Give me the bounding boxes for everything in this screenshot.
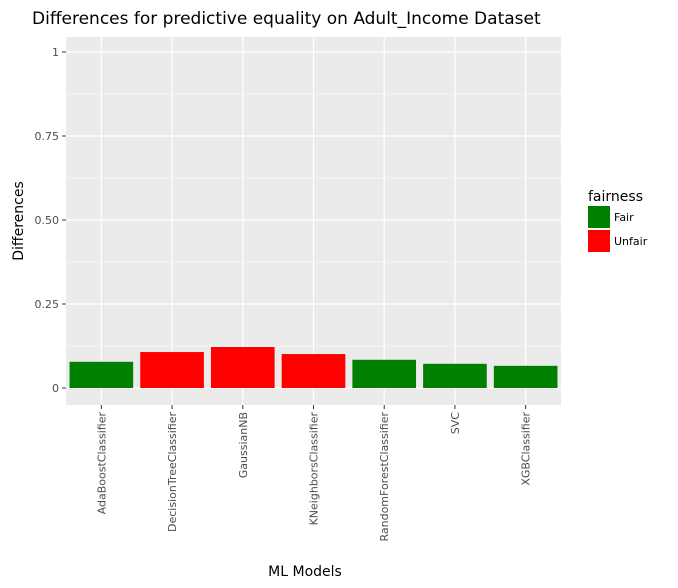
- bar-gaussiannb: [210, 347, 275, 388]
- bars: [69, 347, 558, 388]
- y-tick-label: 0.50: [35, 214, 60, 227]
- x-tick-label: AdaBoostClassifier: [95, 412, 108, 515]
- y-tick-label: 0.25: [35, 298, 60, 311]
- chart-title: Differences for predictive equality on A…: [32, 9, 541, 29]
- x-axis: AdaBoostClassifier DecisionTreeClassifier…: [95, 405, 533, 542]
- x-axis-title: ML Models: [268, 564, 342, 580]
- y-axis: 0 0.25 0.50 0.75 1: [35, 46, 66, 395]
- legend-swatch-fair: [588, 206, 610, 228]
- legend-label-unfair: Unfair: [614, 235, 648, 248]
- legend-label-fair: Fair: [614, 211, 634, 224]
- legend: fairness Fair Unfair: [588, 189, 648, 252]
- x-tick-label: KNeighborsClassifier: [308, 412, 321, 526]
- bar-svc: [423, 363, 487, 388]
- bar-adaboostclassifier: [69, 361, 134, 388]
- x-tick-label: RandomForestClassifier: [378, 412, 391, 542]
- x-tick-label: XGBClassifier: [520, 412, 533, 486]
- gridlines: [66, 37, 561, 405]
- x-tick-label: DecisionTreeClassifier: [166, 412, 179, 532]
- y-tick-label: 0: [52, 382, 59, 395]
- x-tick-label: SVC: [449, 412, 462, 435]
- bar-xgbclassifier: [493, 365, 558, 388]
- y-tick-label: 1: [52, 46, 59, 59]
- x-tick-label: GaussianNB: [237, 412, 250, 478]
- y-axis-title: Differences: [11, 181, 27, 260]
- legend-title: fairness: [588, 189, 643, 205]
- y-tick-label: 0.75: [35, 130, 60, 143]
- bar-randomforestclassifier: [352, 359, 417, 388]
- legend-swatch-unfair: [588, 230, 610, 252]
- bar-decisiontreeclassifier: [140, 352, 204, 388]
- bar-kneighborsclassifier: [281, 354, 346, 388]
